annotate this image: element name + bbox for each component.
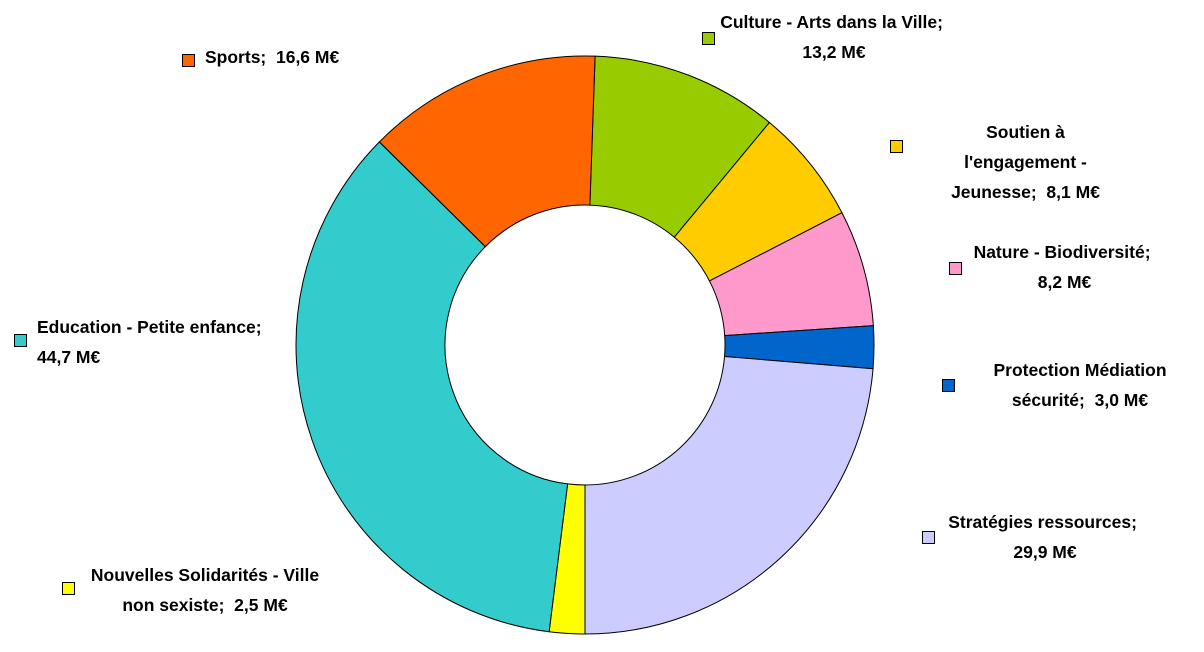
donut-segment (295, 141, 569, 633)
category-name: Nouvelles Solidarités - Ville non sexist… (90, 565, 320, 615)
category-name: Education - Petite enfance; (37, 317, 262, 337)
category-name: Stratégies ressources; (948, 512, 1137, 532)
category-name: Protection Médiation sécurité; (993, 360, 1167, 410)
legend-swatch (702, 32, 715, 45)
value-label: 44,7 M€ (37, 347, 101, 367)
data-label: Stratégies ressources; 29,9 M€ (940, 507, 1150, 567)
category-name: Soutien à l'engagement - Jeunesse; (951, 122, 1087, 202)
donut-segment (584, 355, 874, 635)
value-label: 8,2 M€ (1037, 272, 1092, 292)
data-label: Education - Petite enfance; 44,7 M€ (37, 312, 267, 372)
legend-swatch (62, 582, 75, 595)
data-label: Nouvelles Solidarités - Ville non sexist… (76, 560, 334, 620)
legend-swatch (182, 54, 195, 67)
category-name: Sports; (205, 47, 267, 67)
value-label: 29,9 M€ (1013, 542, 1077, 562)
category-name: Nature - Biodiversité; (973, 242, 1151, 262)
value-label: 13,2 M€ (802, 42, 866, 62)
data-label: Nature - Biodiversité; 8,2 M€ (972, 237, 1157, 297)
data-label: Protection Médiation sécurité; 3,0 M€ (958, 355, 1202, 415)
legend-swatch (949, 262, 962, 275)
value-label: 8,1 M€ (1046, 182, 1100, 202)
value-label: 16,6 M€ (275, 47, 340, 67)
data-label: Soutien à l'engagement - Jeunesse; 8,1 M… (938, 117, 1113, 207)
legend-swatch (942, 379, 955, 392)
value-label: 2,5 M€ (234, 595, 288, 615)
data-label: Culture - Arts dans la Ville; 13,2 M€ (714, 7, 954, 67)
legend-swatch (890, 140, 903, 153)
legend-swatch (922, 531, 935, 544)
value-label: 3,0 M€ (1094, 390, 1149, 410)
donut-segment (378, 55, 596, 248)
legend-swatch (14, 334, 27, 347)
data-label: Sports; 16,6 M€ (205, 42, 465, 72)
category-name: Culture - Arts dans la Ville; (720, 12, 943, 32)
